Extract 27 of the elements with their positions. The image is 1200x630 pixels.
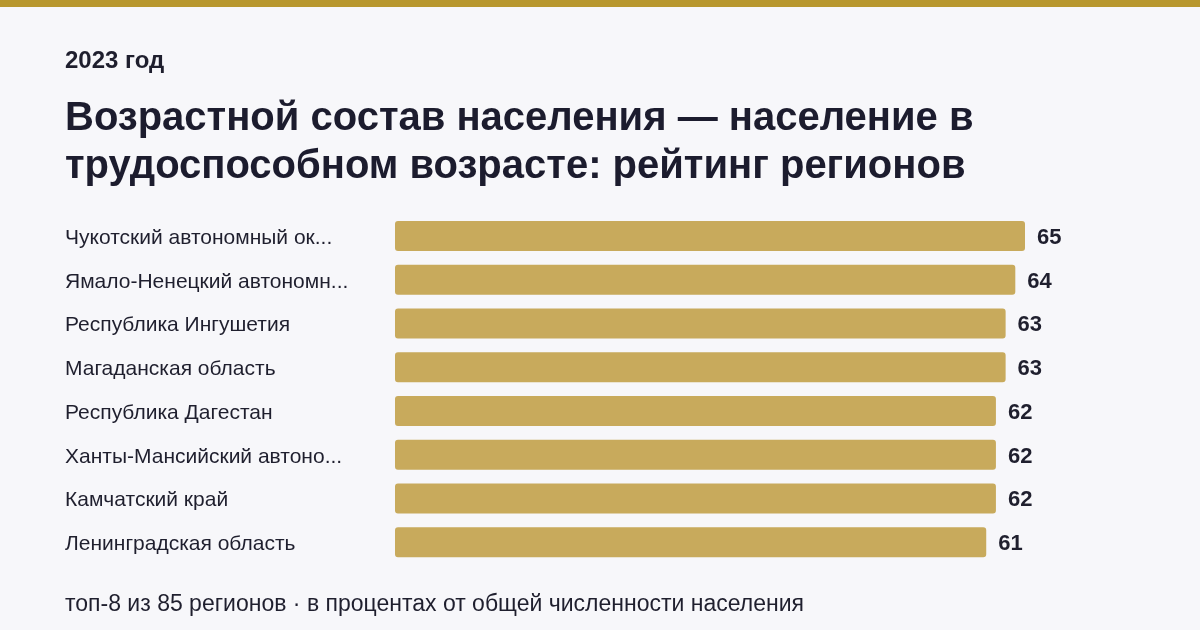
y-tick-label: Магаданская область bbox=[65, 356, 276, 380]
bar bbox=[395, 396, 996, 426]
data-label: 62 bbox=[1007, 398, 1033, 424]
bar bbox=[395, 264, 1016, 295]
y-tick-label: Республика Ингушетия bbox=[65, 312, 291, 336]
bar bbox=[395, 439, 996, 470]
data-label: 63 bbox=[1017, 355, 1043, 381]
y-tick-label: Чукотский автономный ок... bbox=[65, 224, 333, 248]
y-tick-label: Ленинградская область bbox=[65, 531, 296, 555]
y-tick-label: Ямало-Ненецкий автономн... bbox=[65, 268, 349, 292]
text: топ-8 из 85 регионов · в процентах от общей численности населения bbox=[65, 590, 805, 617]
text: 2023 год bbox=[65, 46, 165, 74]
chart-title: Возрастной состав населения — население в трудоспособном возрасте: рейтинг регионов bbox=[65, 93, 975, 188]
bar bbox=[395, 308, 1006, 339]
bar bbox=[395, 352, 1006, 383]
y-tick-label: Республика Дагестан bbox=[65, 399, 273, 423]
bar bbox=[395, 483, 996, 514]
data-label: 63 bbox=[1017, 311, 1043, 337]
data-label: 61 bbox=[998, 530, 1023, 556]
bar bbox=[395, 527, 987, 558]
y-tick-label: Камчатский край bbox=[65, 487, 229, 511]
data-label: 65 bbox=[1037, 223, 1062, 249]
y-tick-label: Ханты-Мансийский автоно... bbox=[65, 443, 343, 467]
data-label: 62 bbox=[1007, 486, 1033, 512]
data-label: 64 bbox=[1027, 267, 1053, 293]
data-label: 62 bbox=[1007, 442, 1033, 468]
bar bbox=[395, 221, 1025, 251]
